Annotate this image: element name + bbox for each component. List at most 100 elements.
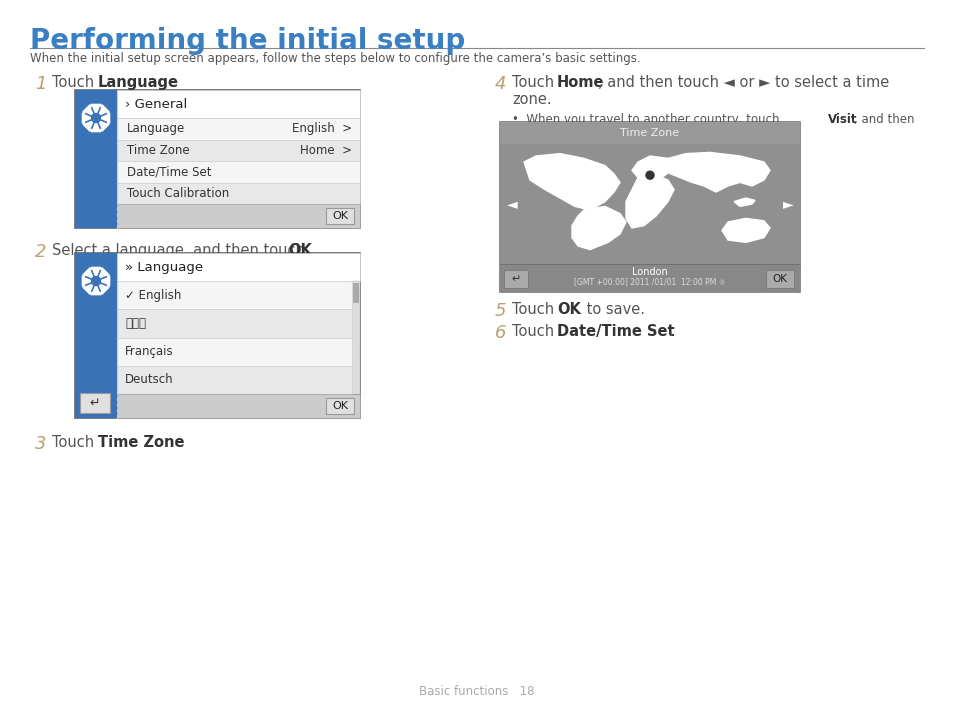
Polygon shape bbox=[523, 153, 619, 210]
Bar bbox=[117, 118, 359, 140]
Text: 2: 2 bbox=[35, 243, 47, 261]
Text: Date/Time Set: Date/Time Set bbox=[557, 324, 674, 339]
Bar bbox=[117, 182, 359, 204]
Text: Touch: Touch bbox=[52, 75, 99, 90]
Text: » Language: » Language bbox=[125, 261, 203, 274]
Text: › General: › General bbox=[125, 97, 187, 110]
Text: Deutsch: Deutsch bbox=[125, 374, 173, 387]
Polygon shape bbox=[82, 113, 86, 123]
Bar bbox=[117, 161, 359, 182]
Text: Select a language, and then touch: Select a language, and then touch bbox=[52, 243, 309, 258]
Text: When the initial setup screen appears, follow the steps below to configure the c: When the initial setup screen appears, f… bbox=[30, 52, 640, 65]
Polygon shape bbox=[631, 156, 673, 180]
Polygon shape bbox=[91, 104, 101, 108]
Text: Français: Français bbox=[125, 345, 173, 358]
Text: Touch: Touch bbox=[512, 324, 558, 339]
Text: .: . bbox=[178, 435, 183, 450]
Bar bbox=[117, 140, 359, 161]
Text: Touch: Touch bbox=[512, 75, 558, 90]
Polygon shape bbox=[733, 198, 754, 207]
Bar bbox=[117, 366, 352, 394]
Text: 4: 4 bbox=[495, 75, 506, 93]
Polygon shape bbox=[721, 218, 769, 243]
Text: zone.: zone. bbox=[512, 92, 551, 107]
Polygon shape bbox=[572, 207, 625, 250]
Bar bbox=[80, 393, 110, 413]
Circle shape bbox=[85, 107, 107, 129]
Polygon shape bbox=[100, 122, 109, 131]
Text: OK: OK bbox=[288, 243, 312, 258]
Bar bbox=[117, 253, 359, 281]
Polygon shape bbox=[82, 276, 86, 286]
Text: OK: OK bbox=[332, 401, 348, 411]
Text: Language: Language bbox=[127, 122, 185, 135]
Text: .: . bbox=[310, 243, 314, 258]
Bar bbox=[117, 90, 359, 118]
Polygon shape bbox=[100, 105, 109, 113]
Bar bbox=[117, 204, 359, 228]
Circle shape bbox=[91, 114, 100, 122]
Polygon shape bbox=[91, 128, 101, 132]
Text: OK: OK bbox=[557, 302, 580, 317]
Bar bbox=[75, 90, 359, 228]
Polygon shape bbox=[83, 286, 91, 294]
Text: Touch Calibration: Touch Calibration bbox=[127, 186, 229, 199]
Text: OK: OK bbox=[772, 274, 786, 284]
Polygon shape bbox=[661, 153, 769, 192]
Text: 한국어: 한국어 bbox=[125, 317, 146, 330]
Text: Home  >: Home > bbox=[299, 144, 352, 157]
Bar bbox=[499, 122, 800, 292]
Bar bbox=[499, 144, 800, 264]
Text: ↵: ↵ bbox=[511, 274, 520, 284]
Text: Basic functions   18: Basic functions 18 bbox=[418, 685, 535, 698]
Polygon shape bbox=[83, 268, 91, 276]
Text: , and then touch ◄ or ► to select a time: , and then touch ◄ or ► to select a time bbox=[598, 75, 888, 90]
Text: English  >: English > bbox=[292, 122, 352, 135]
Bar bbox=[503, 270, 527, 288]
Bar bbox=[326, 398, 354, 414]
Polygon shape bbox=[83, 122, 91, 131]
Text: , and then: , and then bbox=[853, 113, 914, 126]
Bar bbox=[499, 122, 800, 144]
Bar bbox=[75, 90, 117, 228]
Polygon shape bbox=[100, 268, 109, 276]
Bar bbox=[75, 253, 117, 418]
Text: Time Zone: Time Zone bbox=[619, 128, 679, 138]
Bar bbox=[499, 264, 800, 292]
Text: Time Zone: Time Zone bbox=[98, 435, 184, 450]
Circle shape bbox=[85, 270, 107, 292]
Bar bbox=[117, 310, 352, 338]
Bar bbox=[117, 394, 359, 418]
Text: Date/Time Set: Date/Time Set bbox=[127, 166, 212, 179]
Text: ►: ► bbox=[781, 197, 793, 211]
Text: 1: 1 bbox=[35, 75, 47, 93]
Text: Time Zone: Time Zone bbox=[127, 144, 190, 157]
Bar bbox=[117, 338, 352, 366]
Text: select a new time zone.: select a new time zone. bbox=[523, 127, 664, 140]
Polygon shape bbox=[625, 175, 673, 228]
Bar bbox=[326, 208, 354, 224]
Bar bbox=[117, 281, 352, 310]
Text: .: . bbox=[172, 75, 176, 90]
Polygon shape bbox=[106, 113, 110, 123]
Text: to save.: to save. bbox=[581, 302, 644, 317]
Text: 3: 3 bbox=[35, 435, 47, 453]
Text: 6: 6 bbox=[495, 324, 506, 342]
Text: .: . bbox=[667, 324, 672, 339]
Polygon shape bbox=[91, 292, 101, 294]
Polygon shape bbox=[106, 276, 110, 286]
Polygon shape bbox=[100, 286, 109, 294]
Text: Touch: Touch bbox=[512, 302, 558, 317]
Text: Visit: Visit bbox=[827, 113, 857, 126]
Polygon shape bbox=[83, 105, 91, 113]
Bar bbox=[75, 253, 359, 418]
Text: London: London bbox=[632, 267, 667, 277]
Circle shape bbox=[91, 276, 100, 286]
Text: OK: OK bbox=[332, 211, 348, 221]
Text: [GMT +00:00] 2011 /01/01  12:00 PM ☼: [GMT +00:00] 2011 /01/01 12:00 PM ☼ bbox=[574, 277, 725, 287]
Bar bbox=[765, 270, 793, 288]
Text: ↵: ↵ bbox=[90, 397, 100, 410]
Text: Language: Language bbox=[98, 75, 179, 90]
Text: ◄: ◄ bbox=[506, 197, 517, 211]
Text: ✓ English: ✓ English bbox=[125, 289, 181, 302]
